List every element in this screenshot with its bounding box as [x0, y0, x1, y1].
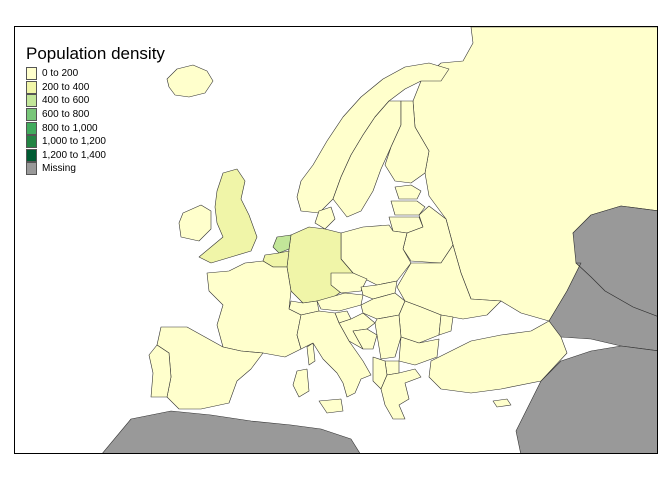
- legend-swatch: [26, 108, 37, 122]
- europe-map: [102, 27, 657, 453]
- region-denmark: [314, 206, 336, 230]
- legend-label: 200 to 400: [42, 81, 90, 93]
- legend-item: 1,000 to 1,200: [26, 135, 165, 149]
- map-frame: [14, 26, 658, 454]
- region-finland: [384, 100, 430, 184]
- region-greece: [380, 368, 422, 420]
- region-cyprus: [492, 398, 512, 408]
- legend-title: Population density: [26, 44, 165, 63]
- legend-label: 1,200 to 1,400: [42, 149, 106, 161]
- legend-swatch: [26, 121, 37, 135]
- legend-item: 400 to 600: [26, 94, 165, 108]
- legend-item: Missing: [26, 162, 165, 176]
- region-netherlands: [272, 234, 292, 254]
- region-united-kingdom: [198, 168, 258, 264]
- region-iceland: [166, 64, 214, 98]
- legend-label: 600 to 800: [42, 109, 90, 121]
- legend-label: 1,000 to 1,200: [42, 136, 106, 148]
- region-ireland: [178, 204, 212, 242]
- region-serbia: [374, 314, 402, 360]
- region-latvia: [390, 200, 426, 216]
- region-middle-east: [515, 345, 657, 453]
- region-portugal: [148, 344, 172, 398]
- region-caucasus: [548, 262, 657, 352]
- region-austria: [316, 292, 364, 312]
- legend-swatch: [26, 135, 37, 149]
- legend-label: 800 to 1,000: [42, 122, 98, 134]
- map-legend: Population density 0 to 200 200 to 400 400…: [26, 44, 165, 176]
- legend-label: 400 to 600: [42, 95, 90, 107]
- legend-swatch: [26, 94, 37, 108]
- legend-item: 200 to 400: [26, 80, 165, 95]
- region-estonia: [394, 184, 422, 200]
- legend-item: 600 to 800: [26, 108, 165, 122]
- region-france: [206, 260, 302, 358]
- region-bosnia-and-herzegovina: [352, 328, 378, 350]
- region-czechia: [330, 272, 368, 294]
- region-sardinia: [292, 368, 310, 398]
- legend-item: 800 to 1,000: [26, 121, 165, 135]
- region-turkey: [428, 320, 568, 394]
- region-belarus: [402, 205, 454, 264]
- legend-swatch: [26, 148, 37, 162]
- legend-label: Missing: [42, 163, 76, 175]
- legend-item: 0 to 200: [26, 67, 165, 81]
- legend-swatch: [26, 80, 37, 94]
- region-north-macedonia: [384, 360, 400, 376]
- legend-swatch: [26, 67, 37, 81]
- legend-label: 0 to 200: [42, 68, 79, 80]
- legend-item: 1,200 to 1,400: [26, 148, 165, 163]
- region-north-africa: [102, 410, 361, 453]
- region-corsica: [306, 342, 316, 366]
- legend-items: 0 to 200 200 to 400 400 to 600 600 to 800 80…: [26, 67, 165, 176]
- region-italy: [296, 310, 372, 398]
- region-moldova: [438, 314, 454, 336]
- region-sicily: [318, 398, 344, 414]
- legend-swatch: [26, 162, 37, 176]
